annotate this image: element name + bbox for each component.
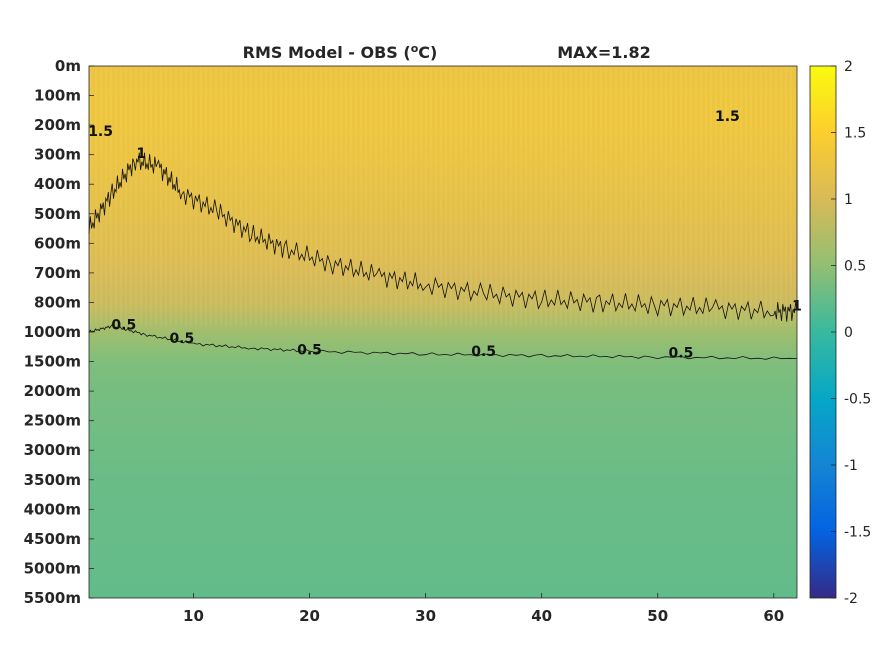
contour-label: 0.5 [169, 331, 194, 347]
contour-line-1 [88, 152, 798, 322]
y-tick-label: 500m [34, 205, 81, 223]
y-tick-label: 4000m [24, 500, 81, 518]
y-tick-label: 2000m [24, 382, 81, 400]
y-tick-label: 5500m [24, 589, 81, 607]
y-axis-ticks: 0m 100m 200m 300m 400m 500m 600m 700m 800m 1000m 1… [24, 57, 94, 607]
colorbar-tick-label: -2 [844, 591, 858, 607]
colorbar-tick-label: -1.5 [844, 525, 871, 541]
heatmap-texture [89, 66, 797, 326]
x-tick-label: 50 [647, 607, 668, 625]
colorbar-tick-label: 1.5 [844, 126, 866, 142]
contour-label: 1 [136, 146, 146, 162]
x-tick-label: 40 [531, 607, 552, 625]
y-tick-label: 700m [34, 264, 81, 282]
y-tick-label: 400m [34, 175, 81, 193]
x-tick-label: 30 [415, 607, 436, 625]
contour-label: 0.5 [111, 318, 136, 334]
y-tick-label: 1500m [24, 353, 81, 371]
chart-title-prefix: RMS Model - OBS ( [243, 43, 411, 62]
x-axis-ticks: 10 20 30 40 50 60 [183, 593, 784, 625]
y-tick-label: 4500m [24, 530, 81, 548]
colorbar-tick-label: 1 [844, 192, 853, 208]
x-tick-label: 20 [299, 607, 320, 625]
y-tick-label: 3500m [24, 471, 81, 489]
colorbar: 2 1.5 1 0.5 0 -0.5 -1 -1.5 -2 [809, 59, 871, 607]
contour-line-0-5 [88, 324, 798, 360]
y-tick-label: 200m [34, 116, 81, 134]
contour-label: 1.5 [715, 109, 740, 125]
y-tick-label: 5000m [24, 559, 81, 577]
colorbar-tick-label: 2 [844, 59, 853, 75]
contour-label: 0.5 [669, 346, 694, 362]
contour-lines [88, 152, 798, 360]
y-tick-label: 2500m [24, 412, 81, 430]
y-tick-label: 600m [34, 234, 81, 252]
colorbar-ticks: 2 1.5 1 0.5 0 -0.5 -1 -1.5 -2 [831, 59, 871, 607]
y-tick-label: 0m [55, 57, 81, 75]
max-label: MAX=1.82 [557, 43, 651, 62]
y-tick-label: 100m [34, 87, 81, 105]
colorbar-tick-label: 0.5 [844, 259, 866, 275]
y-tick-label: 3000m [24, 441, 81, 459]
x-tick-label: 60 [763, 607, 784, 625]
chart-title-unit: C) [418, 43, 437, 62]
chart-title-superscript: o [411, 42, 419, 55]
contour-label: 1.5 [88, 124, 113, 140]
contour-label: 0.5 [471, 344, 496, 360]
colorbar-tick-label: 0 [844, 325, 853, 341]
colorbar-tick-label: -1 [844, 458, 858, 474]
y-tick-label: 800m [34, 293, 81, 311]
contour-label: 0.5 [297, 343, 322, 359]
chart-title: RMS Model - OBS (oC) [243, 42, 438, 62]
y-tick-label: 1000m [24, 323, 81, 341]
y-tick-label: 300m [34, 146, 81, 164]
x-tick-label: 10 [183, 607, 204, 625]
colorbar-tick-label: -0.5 [844, 392, 871, 408]
